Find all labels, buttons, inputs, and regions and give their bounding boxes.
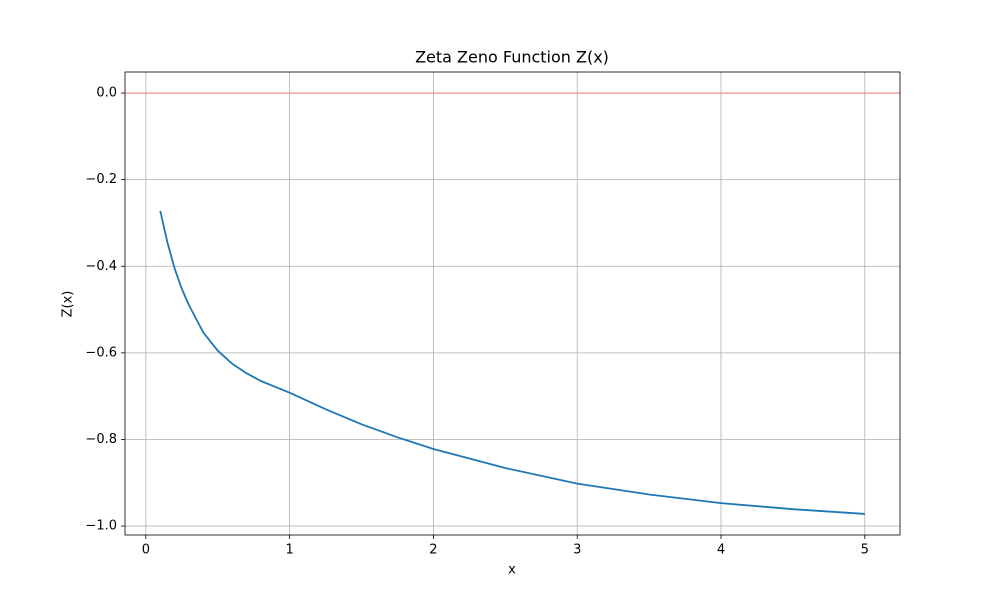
- y-tick-label: −0.8: [85, 432, 117, 447]
- y-tick-label: −0.4: [85, 259, 117, 274]
- y-tick-label: −0.2: [85, 172, 117, 187]
- x-axis-label: x: [508, 563, 516, 578]
- chart-title: Zeta Zeno Function Z(x): [415, 48, 609, 67]
- y-tick-label: −1.0: [85, 519, 117, 534]
- x-tick-label: 4: [717, 543, 725, 558]
- x-tick-label: 1: [285, 543, 293, 558]
- x-tick-label: 5: [861, 543, 869, 558]
- x-tick-label: 0: [142, 543, 150, 558]
- data-line: [159, 210, 865, 515]
- y-tick-label: 0.0: [96, 86, 117, 101]
- y-tick-label: −0.6: [85, 345, 117, 360]
- x-tick-label: 3: [573, 543, 581, 558]
- x-tick-label: 2: [429, 543, 437, 558]
- plot-frame: [124, 71, 901, 536]
- y-axis-label: Z(x): [61, 291, 76, 318]
